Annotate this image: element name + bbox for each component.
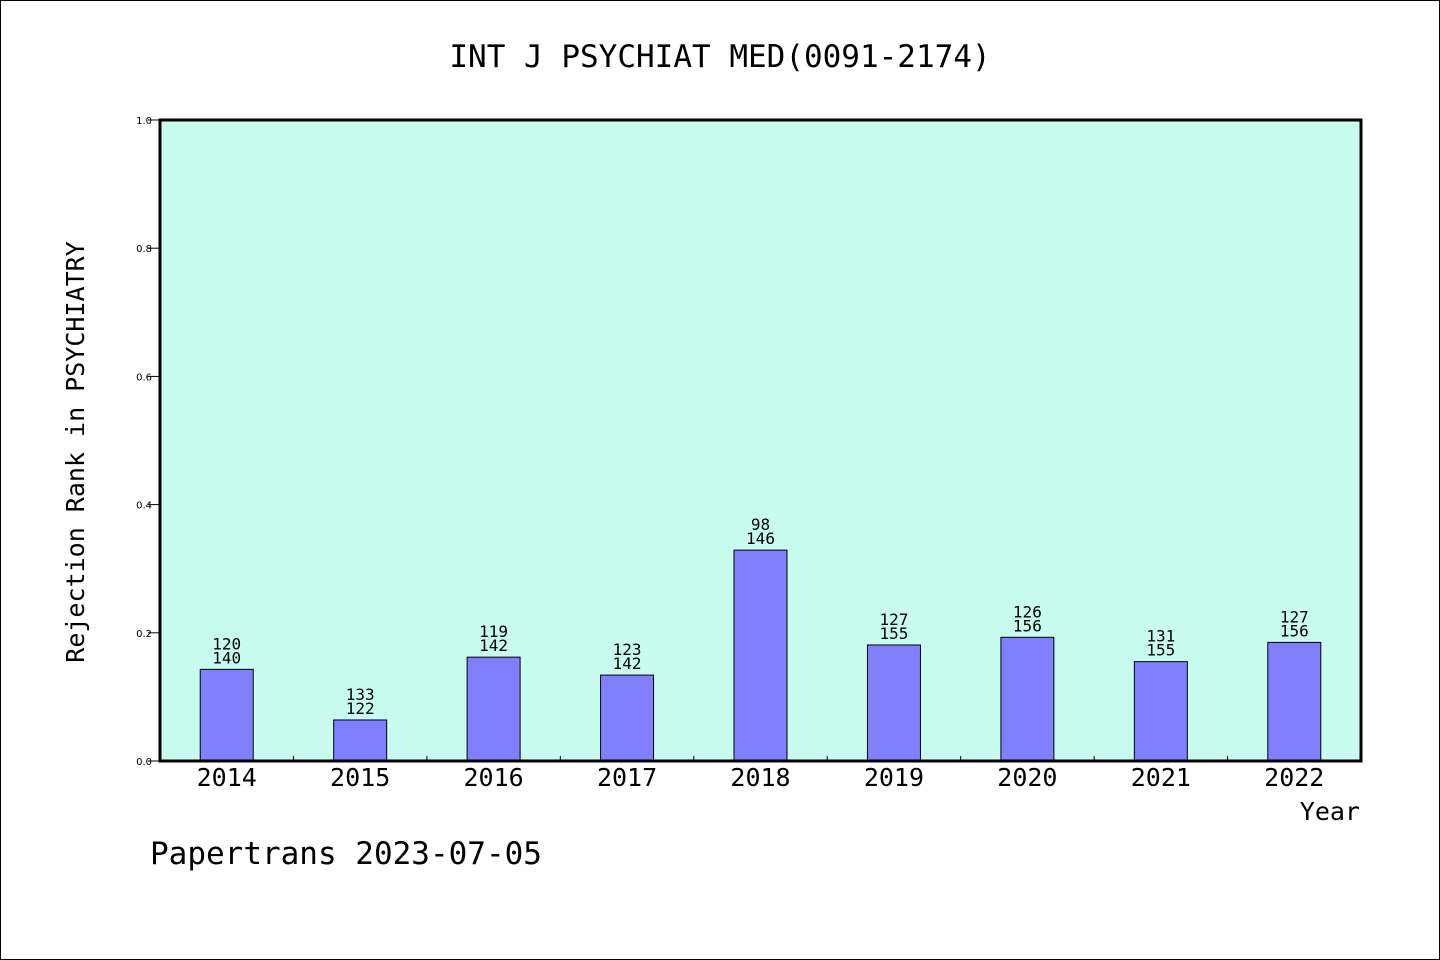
plot-border bbox=[158, 118, 1363, 763]
data-label-top-2017: 123 bbox=[613, 640, 642, 659]
bar-2016 bbox=[466, 656, 521, 762]
data-label-bottom-2017: 142 bbox=[613, 654, 642, 673]
y-tick-label: 0.4 bbox=[136, 501, 152, 512]
bar-2020 bbox=[1000, 636, 1055, 762]
x-tick-label-2015: 2015 bbox=[330, 763, 390, 792]
data-label-bottom-2021: 155 bbox=[1146, 641, 1175, 660]
data-label-bottom-2016: 142 bbox=[479, 636, 508, 655]
footer-text: Papertrans 2023-07-05 bbox=[150, 836, 542, 872]
data-label-bottom-2022: 156 bbox=[1280, 621, 1309, 640]
x-tick-label-2017: 2017 bbox=[597, 763, 657, 792]
data-label-bottom-2015: 122 bbox=[346, 699, 375, 718]
bar-2021 bbox=[1133, 661, 1188, 762]
data-label-top-2019: 127 bbox=[879, 610, 908, 629]
y-tick-label: 0.0 bbox=[136, 757, 152, 768]
x-tick-label-2016: 2016 bbox=[464, 763, 524, 792]
x-tick-label-2022: 2022 bbox=[1264, 763, 1324, 792]
bar-2019 bbox=[866, 644, 921, 762]
data-label-top-2022: 127 bbox=[1280, 607, 1309, 626]
bar-2015 bbox=[333, 719, 388, 762]
data-label-top-2018: 98 bbox=[751, 515, 770, 534]
data-label-bottom-2014: 140 bbox=[212, 648, 241, 667]
bar-2014 bbox=[199, 668, 254, 762]
x-axis-label: Year bbox=[1300, 797, 1360, 826]
x-tick-label-2021: 2021 bbox=[1131, 763, 1191, 792]
x-tick-label-2020: 2020 bbox=[997, 763, 1057, 792]
bar-2018 bbox=[733, 549, 788, 762]
y-tick-label: 1.0 bbox=[136, 116, 152, 127]
chart-title: INT J PSYCHIAT MED(0091-2174) bbox=[449, 39, 990, 75]
data-label-top-2015: 133 bbox=[346, 685, 375, 704]
x-tick-label-2018: 2018 bbox=[730, 763, 790, 792]
data-label-top-2021: 131 bbox=[1146, 627, 1175, 646]
data-label-bottom-2020: 156 bbox=[1013, 616, 1042, 635]
x-tick-label-2014: 2014 bbox=[197, 763, 257, 792]
bar-2017 bbox=[600, 674, 655, 762]
data-label-top-2020: 126 bbox=[1013, 602, 1042, 621]
data-label-top-2014: 120 bbox=[212, 634, 241, 653]
y-axis-label: Rejection Rank in PSYCHIATRY bbox=[61, 241, 90, 662]
x-tick-label-2019: 2019 bbox=[864, 763, 924, 792]
data-label-bottom-2019: 155 bbox=[879, 624, 908, 643]
y-tick-label: 0.6 bbox=[136, 372, 152, 383]
bar-2022 bbox=[1267, 641, 1322, 762]
y-tick-label: 0.8 bbox=[136, 244, 152, 255]
data-label-bottom-2018: 146 bbox=[746, 529, 775, 548]
y-tick-label: 0.2 bbox=[136, 629, 152, 640]
data-label-top-2016: 119 bbox=[479, 622, 508, 641]
